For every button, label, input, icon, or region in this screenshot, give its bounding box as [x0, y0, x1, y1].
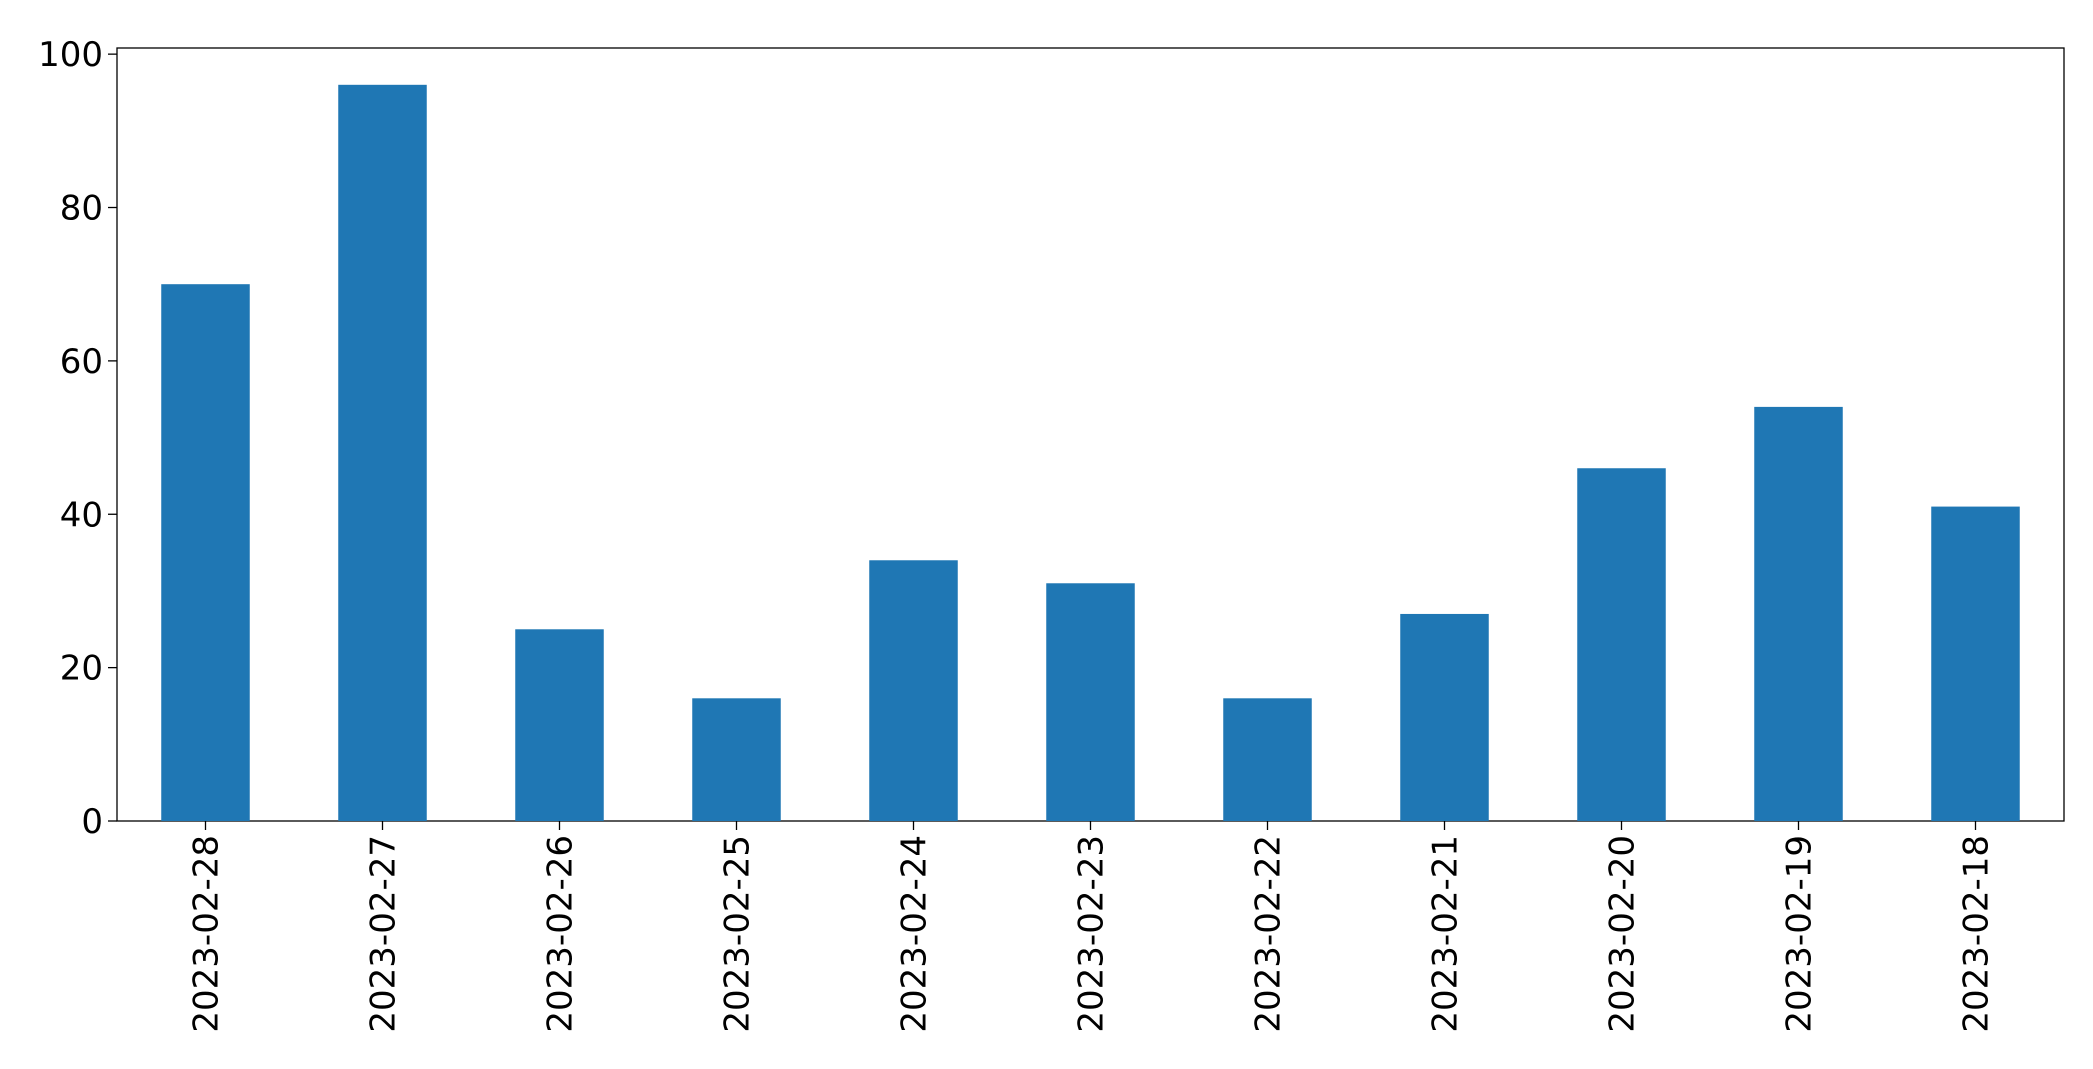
- x-tick-label: 2023-02-19: [1780, 835, 1820, 1033]
- bar: [1931, 506, 2020, 821]
- y-tick-label: 40: [60, 495, 103, 535]
- x-tick-label: 2023-02-26: [541, 835, 581, 1033]
- y-tick-label: 60: [60, 342, 103, 382]
- x-tick-label: 2023-02-18: [1957, 835, 1997, 1033]
- x-tick-label: 2023-02-27: [364, 835, 404, 1033]
- x-tick-label: 2023-02-28: [187, 835, 227, 1033]
- y-tick-label: 0: [81, 802, 103, 842]
- x-tick-label: 2023-02-24: [895, 835, 935, 1033]
- bar: [161, 284, 250, 821]
- x-tick-label: 2023-02-21: [1426, 835, 1466, 1033]
- y-tick-label: 80: [60, 189, 103, 229]
- bar: [1577, 468, 1666, 821]
- x-tick-label: 2023-02-25: [718, 835, 758, 1033]
- bar: [869, 560, 958, 821]
- bar: [1754, 406, 1843, 821]
- x-tick-label: 2023-02-23: [1072, 835, 1112, 1033]
- bar: [692, 698, 781, 821]
- x-tick-label: 2023-02-22: [1249, 835, 1289, 1033]
- bar: [1046, 583, 1135, 821]
- bar: [1400, 613, 1489, 821]
- bar: [338, 84, 427, 822]
- y-tick-label: 100: [38, 35, 103, 75]
- bar: [1223, 698, 1312, 821]
- bar: [515, 629, 604, 821]
- x-tick-label: 2023-02-20: [1603, 835, 1643, 1033]
- y-tick-label: 20: [60, 649, 103, 689]
